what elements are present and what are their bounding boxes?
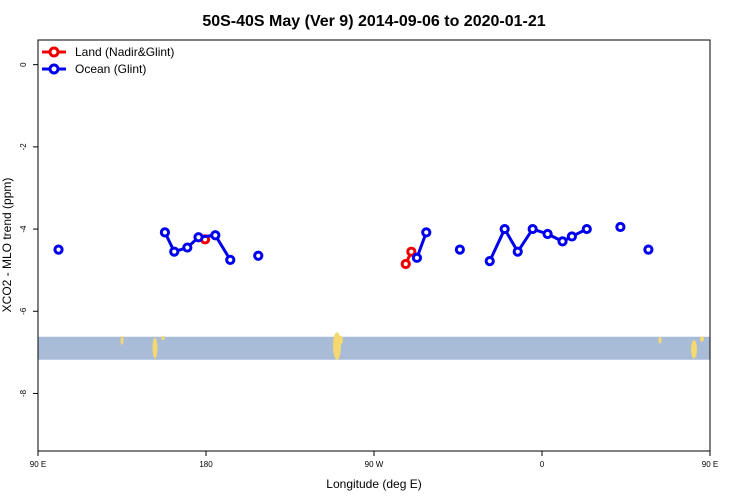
chart-title: 50S-40S May (Ver 9) 2014-09-06 to 2020-0… — [202, 13, 545, 30]
series-ocean-point — [53, 244, 64, 255]
series-ocean-point — [169, 246, 180, 257]
x-tick-label: 90 W — [365, 460, 384, 469]
series-ocean-point — [527, 223, 538, 235]
x-tick-label: 180 — [199, 460, 213, 469]
map-ocean — [38, 336, 710, 360]
series-ocean-point — [542, 228, 553, 240]
x-tick-label: 90 E — [702, 460, 718, 469]
series-ocean-point — [193, 232, 204, 243]
series-ocean-point — [210, 230, 221, 241]
map-land-5 — [658, 336, 662, 344]
series-ocean-point — [581, 223, 592, 235]
series-ocean-point — [643, 244, 654, 255]
series-ocean-point — [411, 252, 423, 263]
legend-ocean-marker — [48, 63, 60, 75]
map-land-2 — [161, 335, 165, 341]
series-ocean-point — [557, 236, 568, 247]
map-land-6 — [691, 340, 697, 359]
y-tick-label: -6 — [19, 307, 28, 315]
series-land-point — [406, 246, 417, 257]
map-land-7 — [700, 336, 704, 342]
legend-land-label: Land (Nadir&Glint) — [75, 45, 174, 59]
series-ocean-point — [512, 246, 523, 257]
x-tick-label: 90 E — [30, 460, 46, 469]
legend-land-marker — [48, 46, 60, 58]
series-ocean-point — [225, 254, 236, 265]
plot-frame — [37, 39, 711, 452]
y-tick-label: -2 — [19, 143, 28, 151]
legend-ocean-label: Ocean (Glint) — [75, 62, 146, 76]
x-tick-label: 0 — [540, 460, 545, 469]
series-ocean-point — [253, 250, 264, 261]
map-land-0 — [120, 335, 124, 345]
y-tick-label: -4 — [19, 225, 28, 233]
y-axis-label: XCO2 - MLO trend (ppm) — [0, 178, 14, 313]
series-ocean-point — [421, 227, 432, 238]
series-ocean-point — [615, 221, 626, 233]
series-layer — [53, 221, 654, 270]
series-ocean-point — [159, 227, 171, 238]
series-ocean-point — [454, 244, 465, 255]
legend: Land (Nadir&Glint) Ocean (Glint) — [42, 45, 174, 76]
series-ocean-point — [499, 223, 510, 235]
x-axis-label: Longitude (deg E) — [326, 477, 421, 491]
y-tick-label: 0 — [19, 62, 28, 67]
map-land-4 — [337, 335, 343, 345]
series-ocean-point — [566, 231, 577, 242]
y-axis: 0 -2 -4 -6 -8 — [19, 62, 38, 397]
series-ocean-point — [484, 256, 495, 267]
series-ocean-point — [182, 242, 193, 253]
y-tick-label: -8 — [19, 389, 28, 397]
map-band — [38, 332, 710, 360]
map-land-1 — [152, 337, 158, 359]
x-axis: 90 E 180 90 W 0 90 E — [30, 451, 718, 469]
series-land-point — [400, 258, 411, 270]
